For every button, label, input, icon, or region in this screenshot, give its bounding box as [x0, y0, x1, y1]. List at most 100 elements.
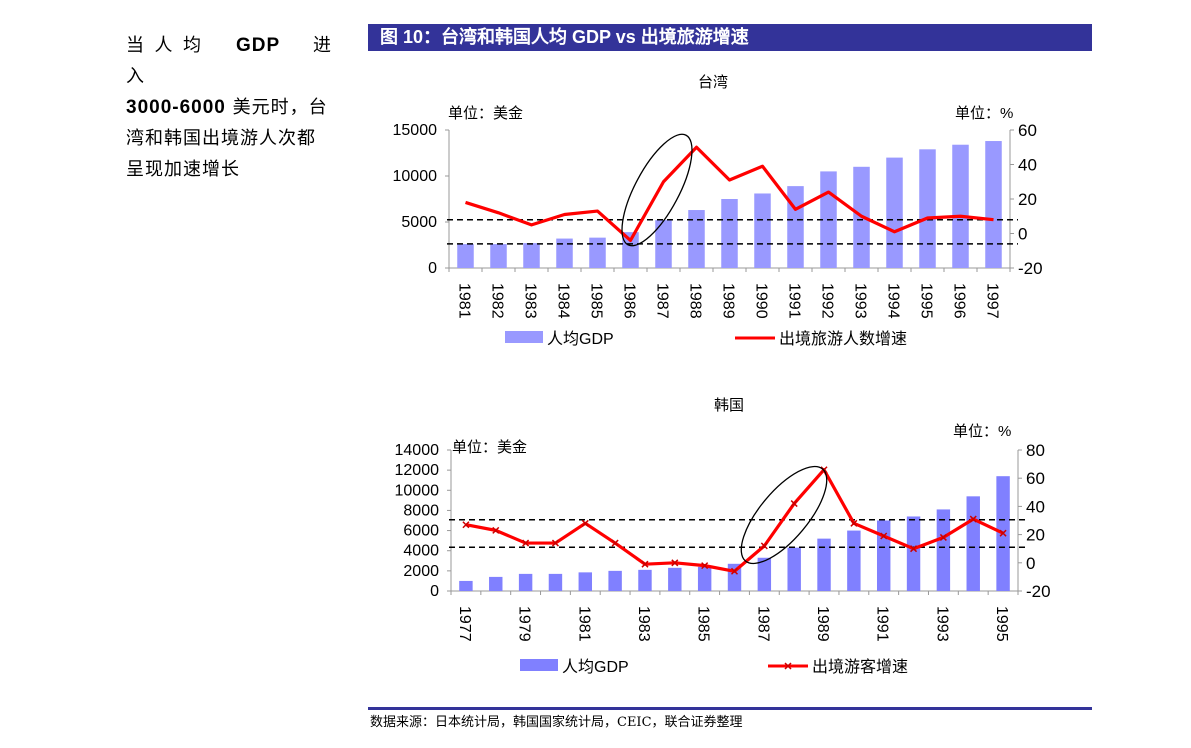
right-tick-label: -20	[1018, 259, 1043, 278]
line-point-1981	[581, 519, 589, 527]
x-tick-label: 1989	[720, 283, 737, 319]
bar-1979	[518, 573, 533, 591]
source-note: 数据来源：日本统计局，韩国国家统计局，CEIC，联合证券整理	[370, 715, 743, 730]
bar-1984	[668, 567, 682, 591]
bar-1977	[459, 580, 473, 591]
bar-1994	[886, 157, 903, 268]
x-tick-label: 1991	[786, 283, 803, 319]
right-tick-label: 60	[1026, 469, 1045, 488]
line-point-1978	[492, 526, 500, 534]
chart-title: 台湾	[698, 74, 728, 91]
x-tick-label: 1993	[852, 283, 869, 319]
line-point-1993	[939, 533, 947, 541]
line-point-1990	[850, 519, 858, 527]
summary-text: 当人均	[126, 35, 212, 56]
x-tick-label: 1996	[951, 283, 968, 319]
left-tick-label: 12000	[395, 462, 440, 479]
x-tick-label: 1997	[984, 283, 1001, 319]
x-tick-label: 1991	[874, 606, 891, 642]
summary-text: 湾和韩国出境游人次都	[126, 128, 316, 149]
x-tick-label: 1993	[933, 606, 950, 642]
right-axis-unit: 单位：%	[953, 423, 1011, 440]
legend-bar-label: 人均GDP	[562, 658, 629, 676]
x-tick-label: 1990	[753, 283, 770, 319]
summary-gdp: GDP	[236, 35, 281, 56]
left-axis-unit: 单位：美金	[452, 439, 527, 456]
left-tick-label: 14000	[395, 442, 440, 459]
right-tick-label: 40	[1026, 497, 1045, 516]
summary-text: 进入	[126, 35, 341, 87]
bar-1990	[754, 193, 771, 268]
bar-1991	[876, 520, 891, 591]
left-tick-label: 15000	[393, 122, 438, 139]
left-tick-label: 8000	[403, 502, 439, 519]
x-tick-label: 1987	[754, 606, 771, 642]
legend-bar-swatch	[520, 659, 558, 671]
right-tick-label: 20	[1018, 190, 1037, 209]
x-tick-label: 1979	[516, 606, 533, 642]
bar-1985	[589, 237, 606, 268]
line-point-1980	[551, 539, 559, 547]
line-point-1977	[462, 521, 470, 529]
x-tick-label: 1987	[654, 283, 671, 319]
bar-1982	[608, 570, 622, 591]
line-point-1991	[880, 532, 888, 540]
line-point-1983	[641, 560, 649, 568]
source-divider	[368, 707, 1092, 710]
bar-1992	[906, 516, 921, 591]
left-tick-label: 0	[430, 583, 439, 600]
line-point-1984	[671, 559, 679, 567]
bar-1994	[966, 496, 980, 591]
bar-1989	[817, 538, 831, 591]
line-point-1985	[701, 562, 709, 570]
chart-title: 韩国	[714, 397, 744, 414]
summary-text: 呈现加速增长	[126, 159, 240, 180]
bar-1993	[936, 509, 951, 591]
left-tick-label: 10000	[393, 168, 438, 185]
bar-1985	[697, 566, 712, 591]
x-tick-label: 1988	[687, 283, 704, 319]
x-tick-label: 1981	[456, 283, 473, 319]
bar-1989	[721, 199, 738, 268]
bar-1996	[952, 144, 969, 268]
x-tick-label: 1995	[993, 606, 1010, 642]
sidebar-summary: 当人均 GDP 进入 3000-6000 美元时，台 湾和韩国出境游人次都 呈现…	[126, 30, 340, 185]
line-point-1992	[910, 545, 918, 553]
bar-1997	[985, 141, 1002, 268]
x-tick-label: 1982	[489, 283, 506, 319]
legend-line-label: 出境游客增速	[812, 657, 908, 676]
left-tick-label: 10000	[395, 482, 440, 499]
bar-1987	[655, 220, 672, 268]
x-tick-label: 1977	[456, 606, 473, 642]
bar-1980	[548, 573, 563, 591]
annotation-ellipse	[740, 465, 828, 565]
left-tick-label: 5000	[401, 214, 437, 231]
summary-range: 3000-6000	[126, 97, 226, 118]
left-axis-unit: 单位：美金	[448, 105, 523, 122]
bar-1981	[457, 244, 474, 268]
right-tick-label: 40	[1018, 156, 1037, 175]
bar-1984	[556, 238, 573, 268]
left-tick-label: 0	[428, 260, 437, 277]
line-series	[465, 145, 994, 242]
x-tick-label: 1992	[819, 283, 836, 319]
right-tick-label: -20	[1026, 582, 1051, 601]
line-point-1986	[730, 567, 739, 575]
line-point-1987	[760, 542, 768, 550]
x-tick-label: 1981	[575, 606, 592, 642]
bar-1981	[578, 572, 593, 591]
legend-line-marker	[784, 662, 792, 670]
legend-bar-label: 人均GDP	[547, 330, 614, 348]
bar-1988	[787, 547, 801, 591]
bar-1991	[787, 186, 804, 268]
x-tick-label: 1985	[695, 606, 712, 642]
line-point-1988	[790, 500, 798, 508]
bar-1988	[688, 210, 705, 268]
legend-bar-swatch	[505, 331, 543, 343]
line-point-1995	[999, 529, 1007, 537]
line-point-1979	[522, 539, 530, 547]
x-tick-label: 1994	[885, 283, 902, 319]
bar-1983	[638, 569, 652, 591]
right-tick-label: 80	[1026, 441, 1045, 460]
